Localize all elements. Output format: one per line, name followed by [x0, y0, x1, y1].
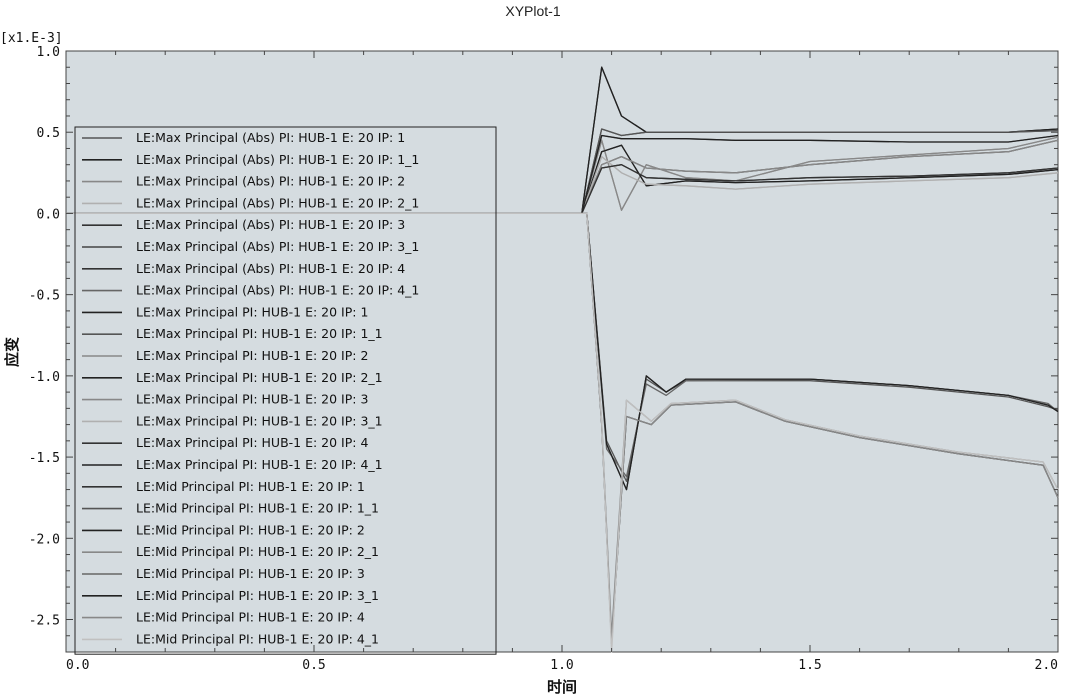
legend-entry: LE:Mid Principal PI: HUB-1 E: 20 IP: 2: [136, 522, 365, 537]
legend-entry: LE:Max Principal (Abs) PI: HUB-1 E: 20 I…: [136, 261, 405, 276]
legend-entry: LE:Max Principal PI: HUB-1 E: 20 IP: 3: [136, 392, 368, 407]
legend-entry: LE:Max Principal PI: HUB-1 E: 20 IP: 2: [136, 348, 368, 363]
y-tick-label: -0.5: [29, 289, 60, 304]
y-tick-label: 0.0: [37, 207, 60, 222]
chart-title: XYPlot-1: [505, 3, 560, 19]
legend-box: [74, 126, 497, 655]
legend-entry: LE:Mid Principal PI: HUB-1 E: 20 IP: 1_1: [136, 501, 379, 516]
legend-entry: LE:Max Principal PI: HUB-1 E: 20 IP: 4: [136, 435, 368, 450]
y-tick-label: -2.5: [29, 614, 60, 629]
y-tick-label: 0.5: [37, 126, 60, 141]
x-tick-label: 2.0: [1035, 658, 1058, 673]
legend-entry: LE:Max Principal (Abs) PI: HUB-1 E: 20 I…: [136, 152, 419, 167]
legend-entry: LE:Max Principal PI: HUB-1 E: 20 IP: 4_1: [136, 457, 383, 472]
legend-entry: LE:Max Principal (Abs) PI: HUB-1 E: 20 I…: [136, 174, 405, 189]
series-layer: [66, 66, 1059, 653]
legend-entry: LE:Max Principal (Abs) PI: HUB-1 E: 20 I…: [136, 217, 405, 232]
legend-entry: LE:Max Principal (Abs) PI: HUB-1 E: 20 I…: [136, 130, 405, 145]
y-tick-label: -2.0: [29, 532, 60, 547]
legend-entry: LE:Mid Principal PI: HUB-1 E: 20 IP: 3_1: [136, 588, 379, 603]
y-axis-multiplier: [x1.E-3]: [0, 31, 63, 46]
y-axis-label: 应变: [3, 337, 21, 367]
x-tick-label: 1.5: [798, 658, 821, 673]
x-tick-label: 1.0: [550, 658, 573, 673]
plot-area: [65, 50, 1059, 653]
series-line: [66, 212, 1059, 653]
legend-entry: LE:Max Principal (Abs) PI: HUB-1 E: 20 I…: [136, 195, 419, 210]
x-tick-label: 0.0: [66, 658, 89, 673]
legend-entry: LE:Mid Principal PI: HUB-1 E: 20 IP: 3: [136, 566, 365, 581]
legend-entry: LE:Max Principal PI: HUB-1 E: 20 IP: 3_1: [136, 413, 383, 428]
x-tick-label: 0.5: [302, 658, 325, 673]
legend-entry: LE:Max Principal PI: HUB-1 E: 20 IP: 1_1: [136, 326, 383, 341]
legend-entry: LE:Max Principal PI: HUB-1 E: 20 IP: 1: [136, 304, 368, 319]
x-axis-label: 时间: [547, 678, 577, 695]
y-tick-label: -1.5: [29, 451, 60, 466]
legend-entry: LE:Mid Principal PI: HUB-1 E: 20 IP: 2_1: [136, 544, 379, 559]
y-tick-label: -1.0: [29, 370, 60, 385]
y-tick-label: 1.0: [37, 45, 60, 60]
legend-entry: LE:Max Principal (Abs) PI: HUB-1 E: 20 I…: [136, 239, 419, 254]
legend: LE:Max Principal (Abs) PI: HUB-1 E: 20 I…: [74, 126, 497, 655]
legend-entry: LE:Max Principal PI: HUB-1 E: 20 IP: 2_1: [136, 370, 383, 385]
legend-entry: LE:Mid Principal PI: HUB-1 E: 20 IP: 1: [136, 479, 365, 494]
legend-entry: LE:Mid Principal PI: HUB-1 E: 20 IP: 4_1: [136, 631, 379, 646]
tick-layer: 0.0 0.5 1.0 1.5 2.0 1.0 0.5 0.0 -0.5 -1.0 -1.5 -2.0…: [29, 45, 1059, 673]
legend-entry: LE:Mid Principal PI: HUB-1 E: 20 IP: 4: [136, 610, 365, 625]
legend-entry: LE:Max Principal (Abs) PI: HUB-1 E: 20 I…: [136, 283, 419, 298]
